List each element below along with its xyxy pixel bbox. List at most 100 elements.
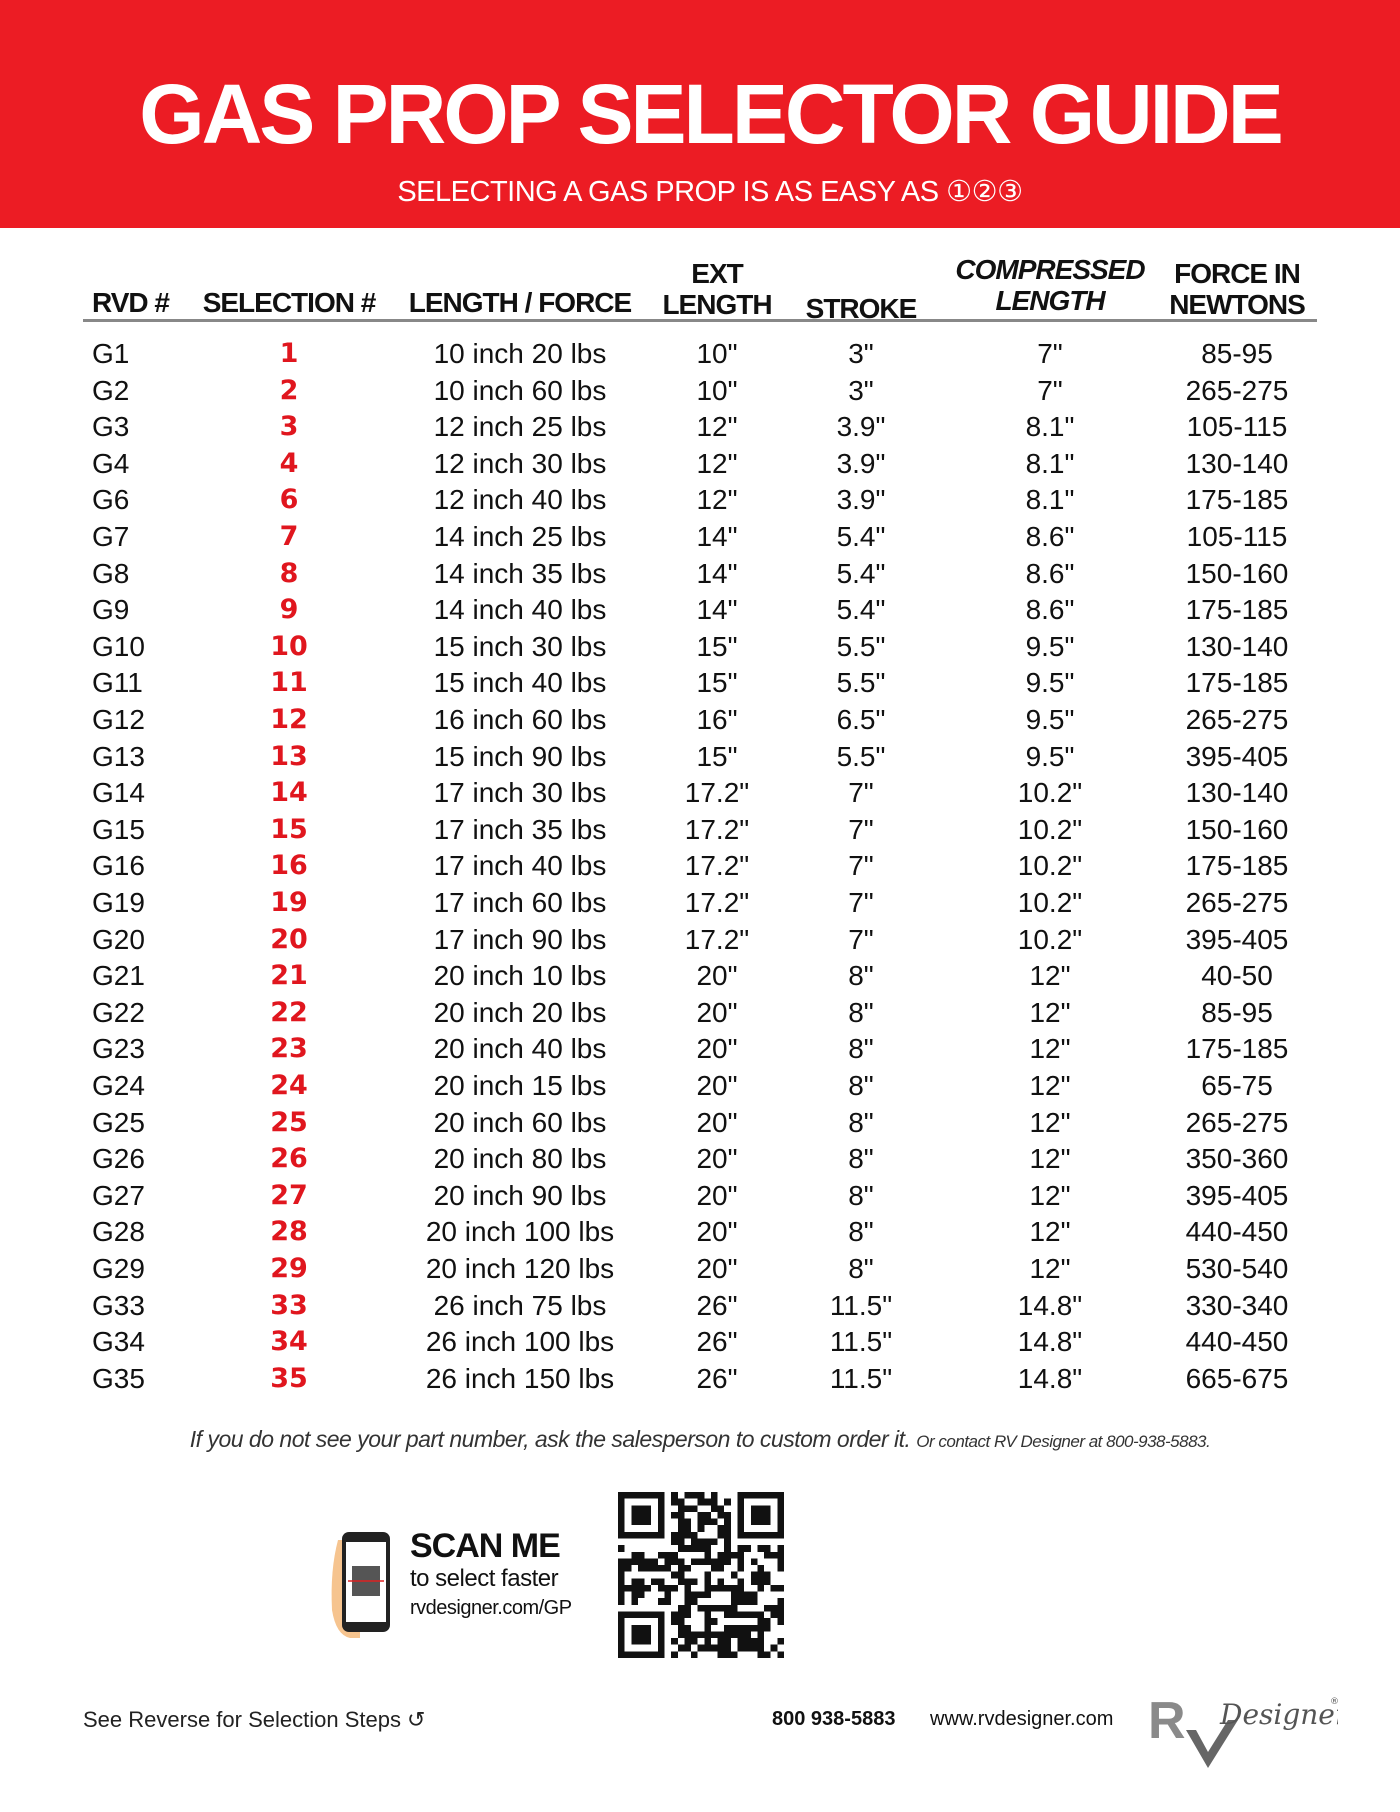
stroke: 5.4"	[836, 557, 886, 589]
page-title: GAS PROP SELECTOR GUIDE	[139, 67, 1283, 161]
table-row: G1 1 10 inch 20 lbs 10" 3" 7" 85-95	[0, 336, 1400, 372]
phone-scan-icon	[331, 1532, 390, 1638]
length-force: 15 inch 90 lbs	[433, 740, 607, 772]
length-force: 20 inch 10 lbs	[433, 960, 607, 992]
rvd-number: G26	[92, 1143, 145, 1175]
scan-title: SCAN ME	[410, 1527, 561, 1565]
force-newtons: 175-185	[1185, 667, 1289, 699]
rvd-number: G28	[92, 1216, 145, 1248]
length-force: 10 inch 20 lbs	[433, 338, 607, 369]
stroke: 7"	[848, 777, 874, 809]
rvd-number: G15	[92, 813, 145, 845]
rvd-number: G23	[92, 1033, 145, 1065]
stroke: 7"	[848, 850, 874, 882]
selection-number: 9	[279, 594, 299, 626]
header-line1	[405, 256, 635, 287]
header-line2: RVD #	[92, 287, 170, 318]
column-header: RVD #	[92, 256, 170, 318]
force-newtons: 175-185	[1185, 484, 1289, 516]
header-line1	[194, 256, 384, 287]
ext-length: 17.2"	[684, 887, 750, 918]
force-newtons: 130-140	[1185, 447, 1289, 479]
rvd-number: G14	[92, 777, 145, 809]
rvd-number: G7	[92, 521, 130, 552]
length-force: 20 inch 90 lbs	[433, 1179, 607, 1211]
selection-number: 25	[270, 1106, 308, 1138]
stroke: 8"	[848, 1033, 874, 1065]
compressed-length: 9.5"	[1025, 704, 1075, 735]
rv-designer-logo: R Designer ®	[1148, 1692, 1338, 1768]
stroke: 11.5"	[829, 1326, 893, 1358]
stroke: 11.5"	[829, 1362, 893, 1394]
ext-length: 20"	[696, 1179, 738, 1211]
compressed-length: 14.8"	[1017, 1326, 1083, 1358]
footer-website[interactable]: www.rvdesigner.com	[930, 1708, 1114, 1730]
selection-number: 6	[279, 484, 299, 516]
table-row: G4 4 12 inch 30 lbs 12" 3.9" 8.1" 130-140	[0, 446, 1400, 482]
compressed-length: 10.2"	[1017, 813, 1083, 845]
rvd-number: G21	[92, 960, 145, 992]
rvd-number: G33	[92, 1289, 145, 1321]
rvd-number: G4	[92, 447, 130, 479]
stroke: 8"	[848, 996, 874, 1028]
force-newtons: 395-405	[1185, 740, 1289, 772]
force-newtons: 150-160	[1185, 557, 1289, 589]
selection-number: 19	[270, 887, 308, 918]
compressed-length: 12"	[1029, 1179, 1071, 1211]
column-header: COMPRESSED LENGTH	[955, 254, 1145, 316]
force-newtons: 440-450	[1185, 1216, 1289, 1248]
header-line2: LENGTH	[662, 289, 772, 320]
table-row: G27 27 20 inch 90 lbs 20" 8" 12" 395-405	[0, 1178, 1400, 1214]
force-newtons: 105-115	[1186, 521, 1288, 552]
length-force: 20 inch 15 lbs	[433, 1070, 607, 1101]
compressed-length: 14.8"	[1017, 1362, 1083, 1394]
force-newtons: 265-275	[1185, 887, 1289, 918]
rvd-number: G6	[92, 484, 130, 516]
ext-length: 12"	[696, 411, 738, 443]
selection-number: 33	[270, 1289, 308, 1321]
force-newtons: 330-340	[1185, 1289, 1289, 1321]
force-newtons: 175-185	[1185, 594, 1289, 626]
ext-length: 15"	[696, 667, 738, 699]
force-newtons: 175-185	[1185, 850, 1289, 882]
force-newtons: 395-405	[1185, 1179, 1289, 1211]
rvd-number: G22	[92, 996, 145, 1028]
stroke: 8"	[848, 1253, 874, 1284]
compressed-length: 9.5"	[1025, 630, 1075, 662]
footer-phone: 800 938-5883	[772, 1708, 896, 1730]
length-force: 17 inch 90 lbs	[433, 923, 607, 955]
length-force: 14 inch 25 lbs	[433, 521, 607, 552]
stroke: 3.9"	[836, 447, 886, 479]
selection-number: 7	[279, 521, 299, 552]
qr-code[interactable]	[618, 1491, 784, 1659]
length-force: 14 inch 40 lbs	[433, 594, 607, 626]
rvd-number: G35	[92, 1362, 145, 1394]
force-newtons: 130-140	[1185, 630, 1289, 662]
header-divider	[83, 319, 1317, 322]
table-row: G7 7 14 inch 25 lbs 14" 5.4" 8.6" 105-115	[0, 519, 1400, 555]
selection-number: 35	[270, 1362, 308, 1394]
compressed-length: 10.2"	[1017, 777, 1083, 809]
table-row: G29 29 20 inch 120 lbs 20" 8" 12" 530-540	[0, 1251, 1400, 1287]
length-force: 12 inch 30 lbs	[433, 447, 607, 479]
table-row: G6 6 12 inch 40 lbs 12" 3.9" 8.1" 175-185	[0, 482, 1400, 518]
ext-length: 20"	[696, 1106, 738, 1138]
rvd-number: G12	[92, 704, 145, 735]
length-force: 20 inch 120 lbs	[425, 1253, 615, 1284]
selection-number: 20	[270, 923, 308, 955]
rvd-number: G24	[92, 1070, 145, 1101]
force-newtons: 440-450	[1185, 1326, 1289, 1358]
ext-length: 20"	[696, 1033, 738, 1065]
rvd-number: G20	[92, 923, 145, 955]
table-row: G3 3 12 inch 25 lbs 12" 3.9" 8.1" 105-115	[0, 409, 1400, 445]
force-newtons: 350-360	[1185, 1143, 1289, 1175]
scan-url[interactable]: rvdesigner.com/GP	[410, 1597, 572, 1619]
header-line2: NEWTONS	[1169, 289, 1306, 320]
svg-text:Designer: Designer	[1219, 1698, 1338, 1731]
selection-number: 16	[270, 850, 308, 882]
selection-number: 12	[270, 704, 308, 735]
ext-length: 10"	[696, 374, 738, 406]
rvd-number: G16	[92, 850, 145, 882]
length-force: 26 inch 100 lbs	[425, 1326, 615, 1358]
compressed-length: 8.6"	[1025, 594, 1075, 626]
